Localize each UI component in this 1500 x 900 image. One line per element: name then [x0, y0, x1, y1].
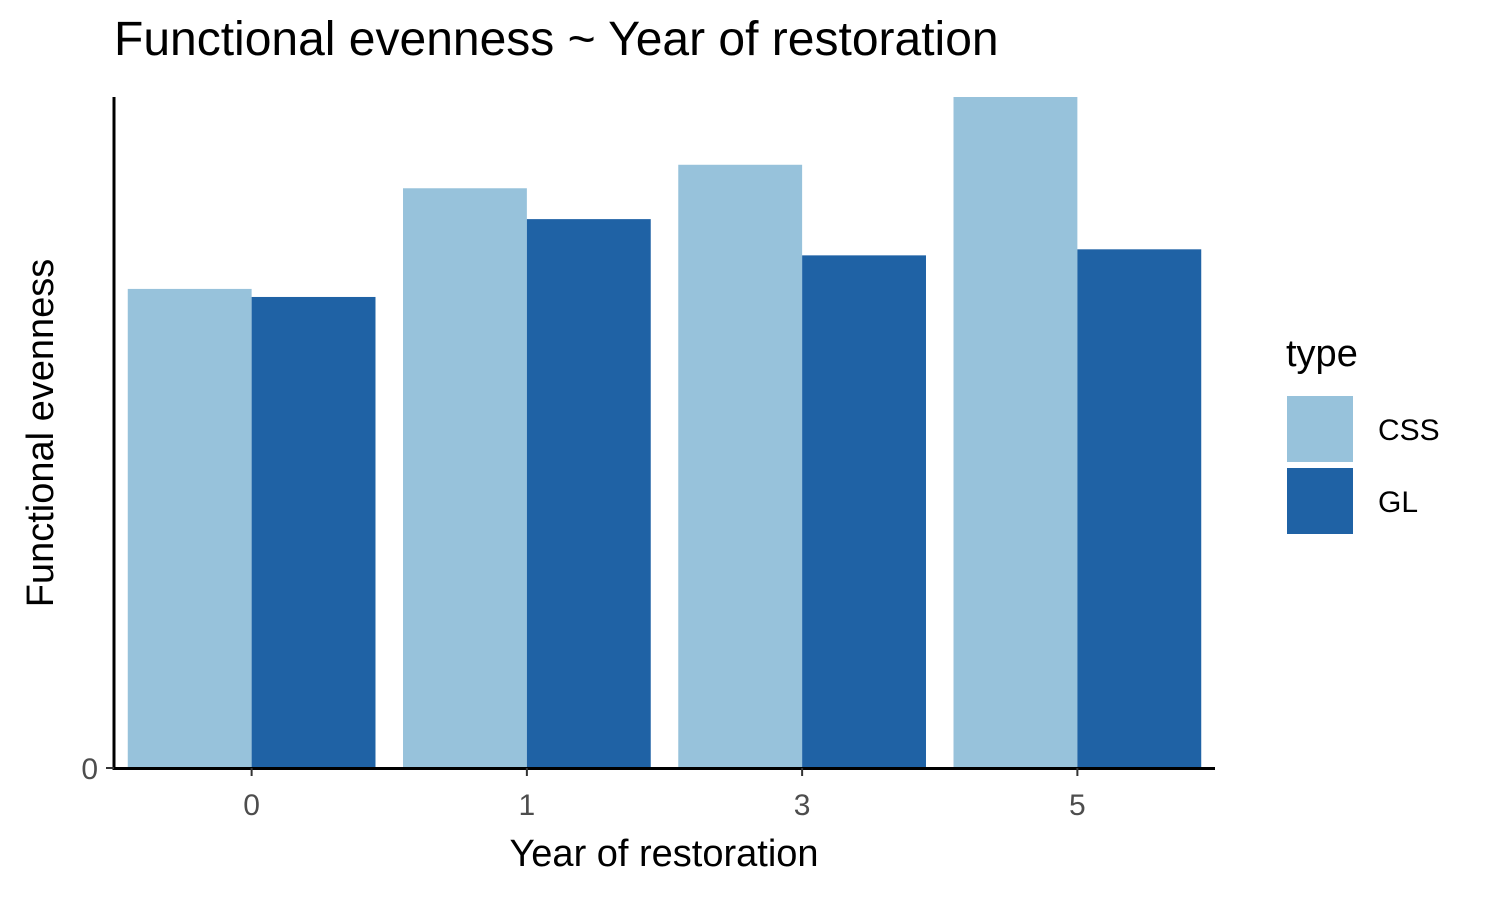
x-tick-label: 5 — [1069, 789, 1086, 822]
bar-gl-year-5 — [1077, 249, 1202, 768]
bar-gl-year-0 — [251, 296, 376, 768]
legend-key-css — [1287, 396, 1353, 462]
bar-css-year-5 — [953, 97, 1078, 768]
bar-css-year-0 — [127, 288, 252, 768]
x-tick-label: 3 — [794, 789, 811, 822]
legend: type CSS GL — [1286, 333, 1440, 534]
bars-layer — [127, 97, 1202, 769]
x-axis-title: Year of restoration — [509, 833, 818, 875]
legend-title: type — [1286, 333, 1358, 375]
x-tick-label: 0 — [243, 789, 260, 822]
legend-label-css: CSS — [1378, 414, 1440, 447]
y-axis-title: Functional evenness — [20, 259, 62, 608]
bar-css-year-1 — [403, 188, 527, 768]
bar-gl-year-1 — [526, 219, 651, 768]
y-tick-label: 0 — [81, 753, 98, 786]
x-tick-label: 1 — [519, 789, 536, 822]
legend-key-gl — [1287, 468, 1353, 534]
ticks-layer: 0 1 3 5 0 — [81, 753, 1085, 822]
bar-gl-year-3 — [802, 255, 926, 769]
bar-css-year-3 — [678, 164, 803, 768]
chart-title: Functional evenness ~ Year of restoratio… — [114, 13, 999, 66]
legend-label-gl: GL — [1378, 486, 1418, 519]
